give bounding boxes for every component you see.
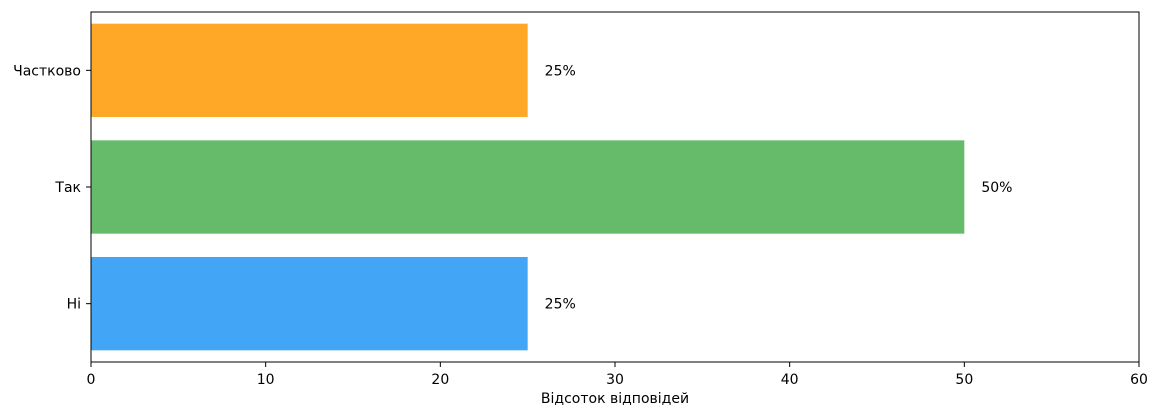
value-label-2: 25% — [545, 63, 576, 79]
value-labels-group: 25% 50% 25% — [545, 63, 1013, 312]
y-tick-label-0: Ні — [67, 297, 81, 313]
y-axis: Ні Так Частково — [13, 63, 91, 313]
x-tick-label-2: 20 — [431, 372, 449, 388]
x-axis-label: Відсоток відповідей — [541, 391, 689, 407]
x-tick-label-1: 10 — [257, 372, 275, 388]
y-tick-label-2: Частково — [13, 63, 81, 79]
x-axis: 0 10 20 30 40 50 60 — [87, 362, 1148, 388]
x-tick-label-4: 40 — [781, 372, 799, 388]
bar-2 — [91, 23, 528, 118]
bars-group — [91, 23, 965, 351]
value-label-0: 25% — [545, 297, 576, 313]
bar-1 — [91, 140, 965, 234]
value-label-1: 50% — [981, 180, 1012, 196]
x-tick-label-0: 0 — [87, 372, 96, 388]
x-tick-label-3: 30 — [606, 372, 624, 388]
x-tick-label-5: 50 — [955, 372, 973, 388]
bar-0 — [91, 257, 528, 351]
y-tick-label-1: Так — [54, 180, 81, 196]
x-tick-label-6: 60 — [1130, 372, 1148, 388]
